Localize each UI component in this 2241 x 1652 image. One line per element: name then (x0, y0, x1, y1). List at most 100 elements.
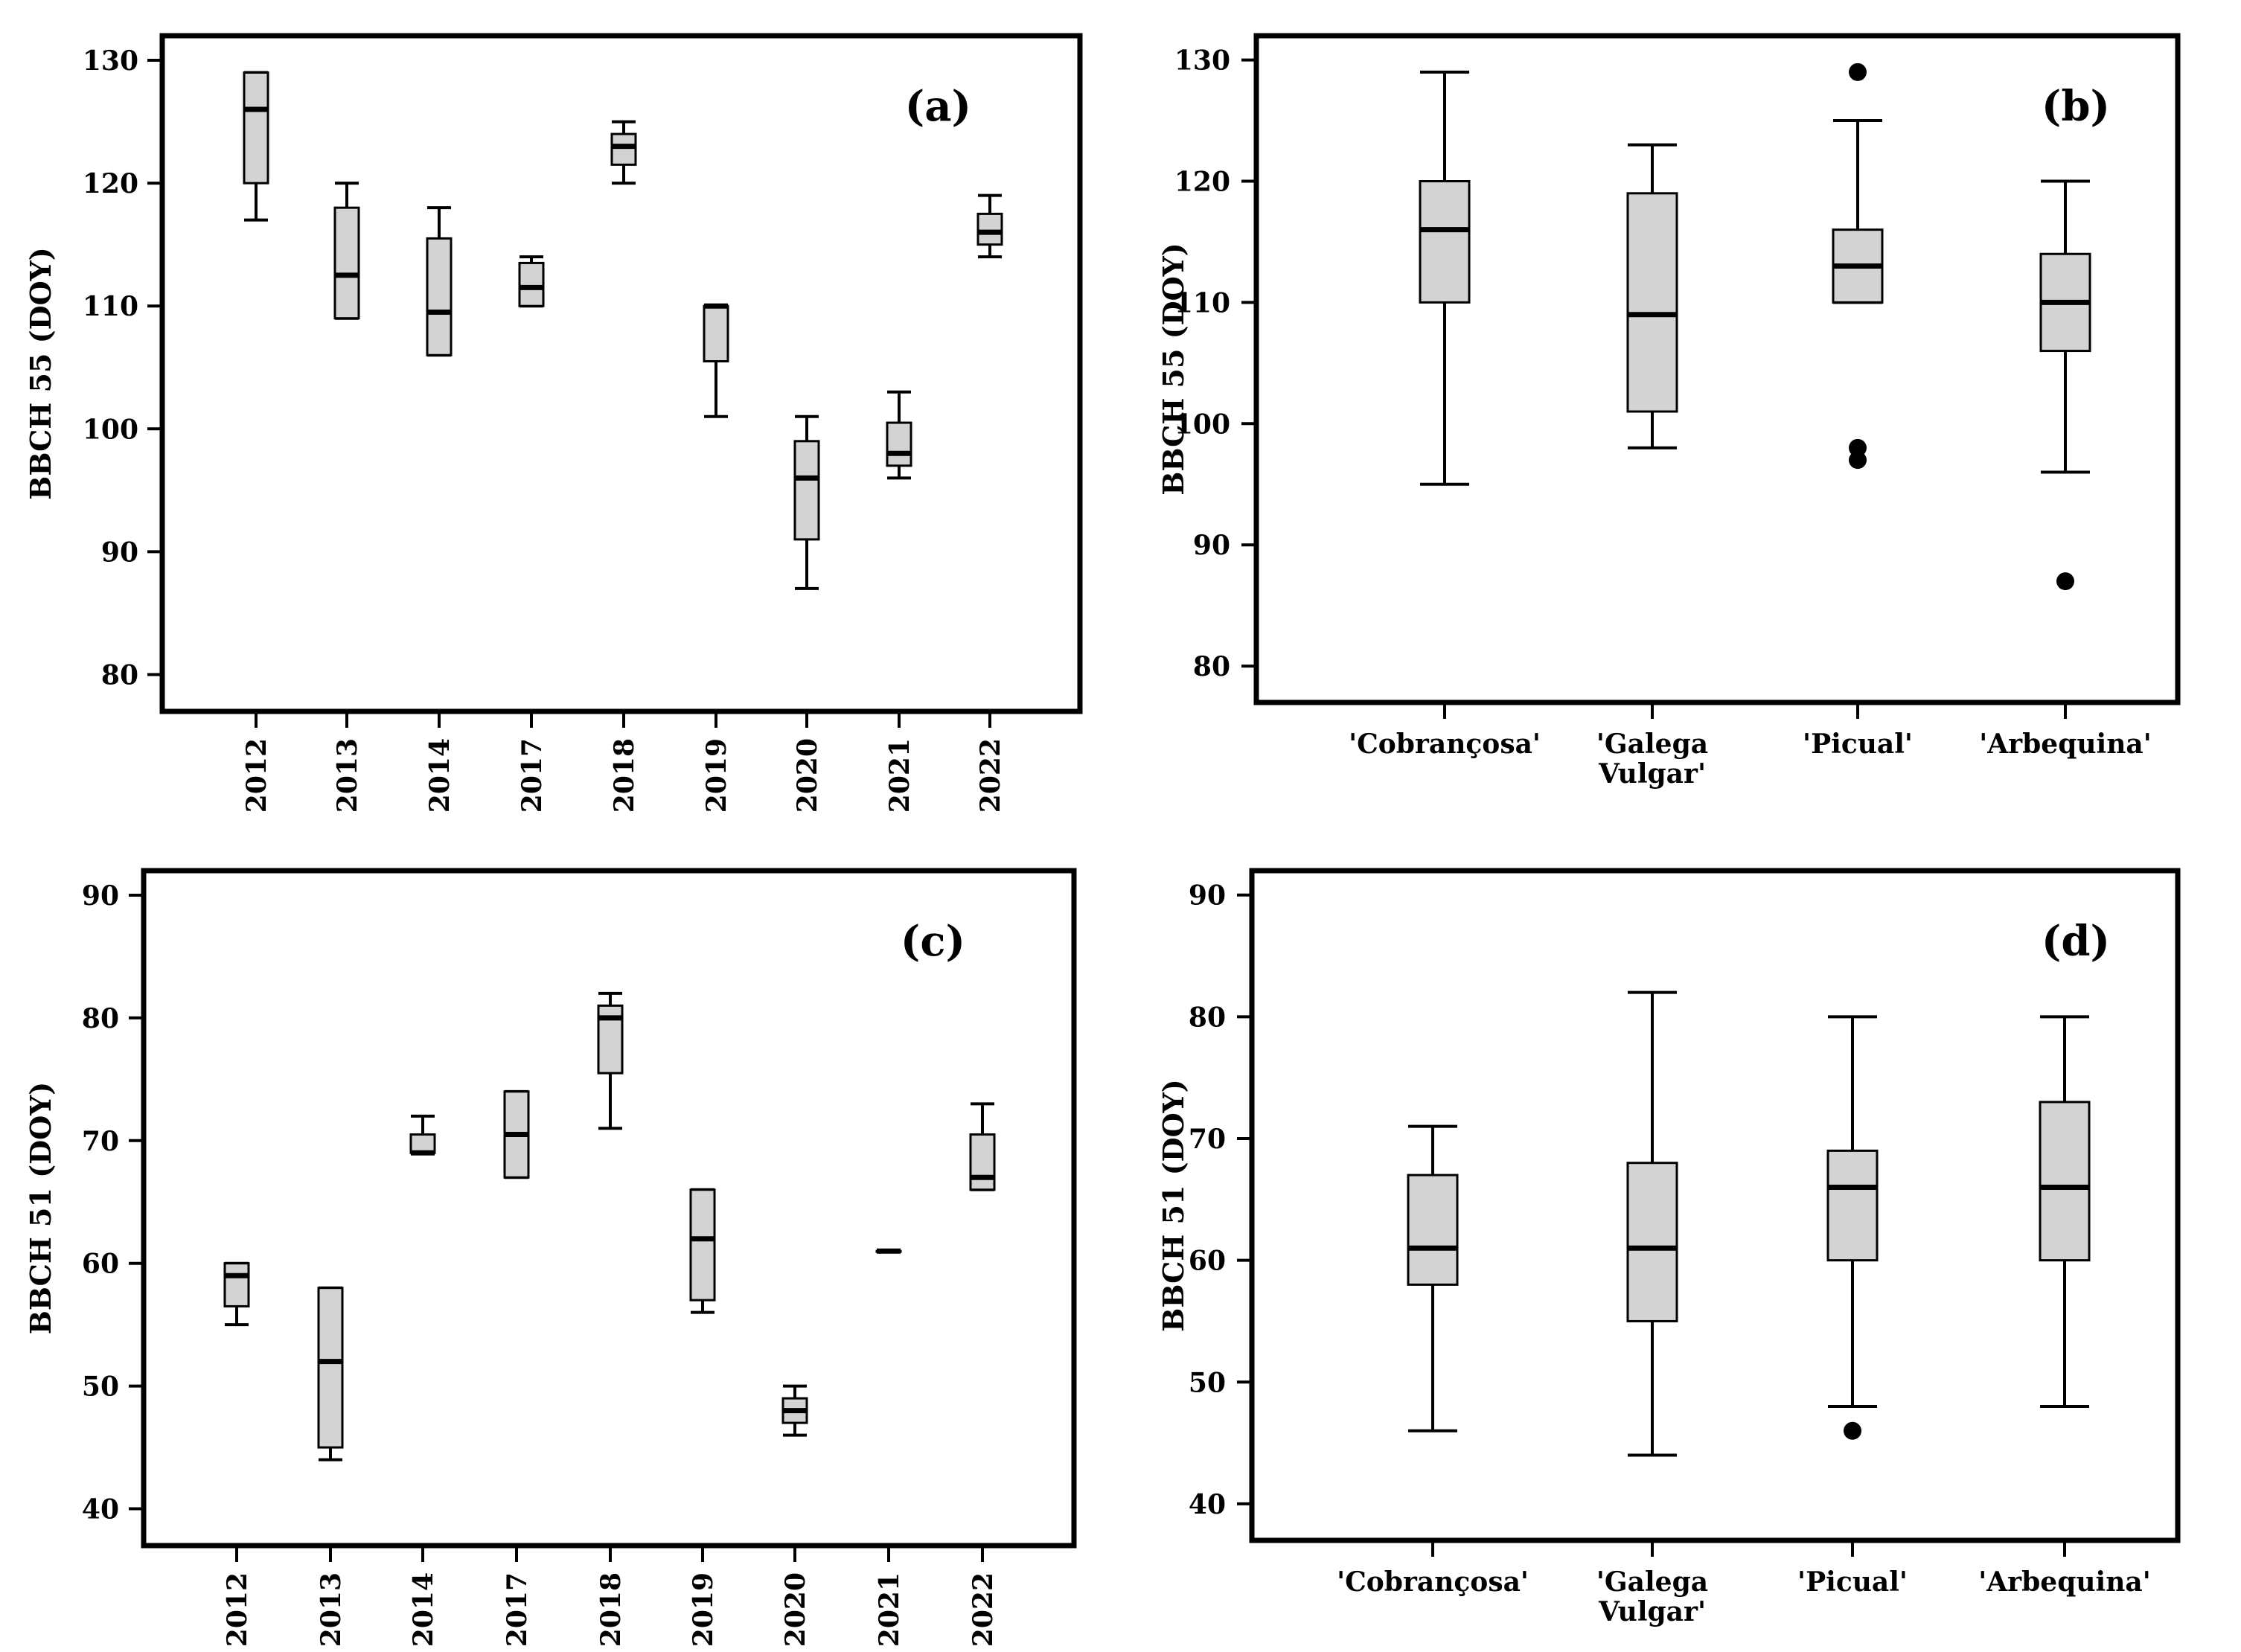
x-tick-label: 2018 (595, 1572, 627, 1647)
y-tick-label: 60 (82, 1249, 119, 1280)
y-tick-label: 110 (1174, 287, 1230, 318)
x-tick-label: 'Picual' (1803, 729, 1913, 760)
box-iqr (426, 237, 453, 356)
outlier-point (2056, 572, 2074, 591)
x-tick-label: 2020 (780, 1572, 811, 1647)
box-iqr (703, 304, 729, 362)
box-iqr (409, 1133, 436, 1154)
plot-frame-b (1253, 33, 2181, 705)
x-tick-label: 2012 (222, 1572, 253, 1647)
x-tick-label: 2020 (792, 738, 823, 813)
box-iqr (1826, 1149, 1879, 1262)
x-tick-label: 'Cobrançosa' (1349, 729, 1541, 760)
y-axis-label-a: BBCH 55 (DOY) (24, 247, 57, 500)
panel-b-chart: 80 90 100 110 120 130 BBCH 55 (DOY) (b) 'Cobranç… (1157, 33, 2181, 790)
x-tick-label: 2022 (968, 1572, 999, 1647)
y-tick-label: 90 (82, 880, 119, 912)
plot-frame-a (159, 33, 1083, 714)
x-tick-label: 2012 (241, 738, 272, 813)
x-tick-label: 2021 (884, 738, 915, 813)
y-tick-label: 50 (1189, 1367, 1226, 1398)
x-tick-label-line: Vulgar' (1598, 1596, 1706, 1627)
box-iqr (333, 206, 360, 320)
y-tick-label: 80 (1193, 651, 1230, 682)
x-tick-label: 2022 (975, 738, 1006, 813)
outlier-point (1844, 1421, 1861, 1440)
box-iqr (1626, 192, 1678, 413)
y-tick-label: 120 (83, 168, 138, 199)
panel-a-chart: 80 90 100 110 120 130 BBCH 55 (DOY) (a) 2012 2013… (24, 33, 1083, 813)
x-tick-label: 2014 (408, 1572, 439, 1647)
y-tick-label: 100 (83, 414, 138, 445)
box-iqr (1626, 1162, 1678, 1322)
y-tick-label: 70 (82, 1126, 119, 1157)
y-tick-label: 40 (1189, 1489, 1226, 1520)
box-iqr (2039, 1101, 2091, 1262)
x-tick-label: 2017 (502, 1572, 533, 1647)
y-tick-label: 90 (101, 537, 138, 568)
x-tick-label-line: 'Galega (1596, 729, 1708, 760)
y-tick-label: 80 (82, 1003, 119, 1034)
box-iqr (976, 212, 1003, 246)
panel-label-c: (c) (901, 917, 965, 966)
y-axis-label-b: BBCH 55 (DOY) (1157, 243, 1190, 496)
x-tick-label-line: 'Cobrançosa' (1337, 1566, 1529, 1598)
x-tick-label: 2017 (517, 738, 548, 813)
x-tick-label: 2013 (316, 1572, 347, 1647)
outlier-point (1849, 451, 1867, 470)
box-iqr (518, 261, 545, 307)
box-iqr (886, 421, 912, 467)
y-tick-label: 100 (1174, 409, 1230, 440)
panel-c-chart: 40 50 60 70 80 90 BBCH 51 (DOY) (c) 2012 2013 2014… (24, 868, 1077, 1647)
x-tick-label: 2014 (424, 738, 455, 813)
x-tick-label: 'Galega Vulgar' (1596, 729, 1708, 790)
x-tick-label-line: 'Arbequina' (1979, 729, 2152, 760)
box-iqr (317, 1287, 344, 1449)
x-tick-label-line: 'Galega (1596, 1566, 1708, 1598)
y-tick-label: 70 (1189, 1124, 1226, 1155)
y-tick-label: 60 (1189, 1246, 1226, 1277)
x-tick-label: 'Cobrançosa' (1337, 1566, 1529, 1598)
box-iqr (969, 1133, 996, 1191)
box-iqr (1419, 179, 1471, 304)
panel-d-chart: 40 50 60 70 80 90 BBCH 51 (DOY) (d) 'Cobrançosa'… (1157, 868, 2181, 1627)
x-tick-label-line: Vulgar' (1598, 758, 1706, 790)
panel-label-d: (d) (2042, 917, 2110, 966)
y-tick-label: 110 (83, 291, 138, 322)
y-tick-label: 120 (1174, 166, 1230, 197)
y-tick-label: 130 (83, 45, 138, 77)
x-tick-label: 'Picual' (1797, 1566, 1908, 1598)
box-iqr (1407, 1174, 1459, 1286)
x-tick-label-line: 'Cobrançosa' (1349, 729, 1541, 760)
y-tick-label: 130 (1174, 45, 1230, 77)
x-tick-label: 2019 (688, 1572, 719, 1647)
panel-label-b: (b) (2042, 82, 2110, 131)
y-tick-label: 80 (1189, 1002, 1226, 1033)
x-tick-label-line: 'Picual' (1797, 1566, 1908, 1598)
x-tick-label: 'Arbequina' (1978, 1566, 2151, 1598)
x-tick-label: 2019 (701, 738, 732, 813)
x-tick-label-line: 'Arbequina' (1978, 1566, 2151, 1598)
x-tick-label: 'Arbequina' (1979, 729, 2152, 760)
y-axis-label-c: BBCH 51 (DOY) (24, 1082, 57, 1335)
panel-label-a: (a) (905, 82, 971, 131)
box-iqr (243, 71, 269, 185)
outlier-point (1849, 63, 1867, 81)
x-tick-label: 2021 (874, 1572, 905, 1647)
plot-frame-d (1249, 868, 2181, 1543)
y-tick-label: 50 (82, 1371, 119, 1403)
box-iqr (689, 1188, 716, 1302)
x-tick-label-line: 'Picual' (1803, 729, 1913, 760)
y-tick-label: 90 (1193, 530, 1230, 561)
box-iqr (610, 132, 637, 166)
y-tick-label: 90 (1189, 880, 1226, 912)
x-tick-label: 2013 (332, 738, 363, 813)
x-tick-label: 2018 (609, 738, 640, 813)
y-tick-label: 80 (101, 659, 138, 691)
y-tick-label: 40 (82, 1494, 119, 1525)
x-tick-label: 'Galega Vulgar' (1596, 1566, 1708, 1627)
box-iqr (223, 1262, 250, 1307)
box-iqr (793, 440, 820, 541)
y-axis-label-d: BBCH 51 (DOY) (1157, 1079, 1190, 1332)
